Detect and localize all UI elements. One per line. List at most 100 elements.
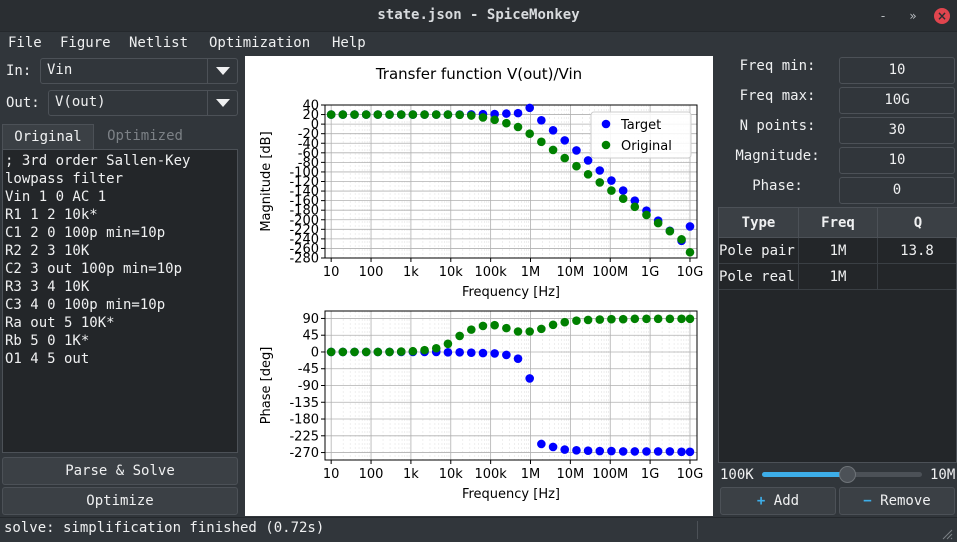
data-point-original bbox=[326, 347, 336, 357]
data-point-original bbox=[607, 186, 616, 195]
data-point-original bbox=[583, 170, 593, 179]
netlist-line[interactable]: C2 3 out 100p min=10p bbox=[5, 261, 183, 277]
output-select[interactable]: V(out) bbox=[48, 90, 238, 116]
data-point-original bbox=[385, 347, 394, 357]
netlist-editor[interactable]: ; 3rd order Sallen-Key lowpass filter Vin … bbox=[2, 149, 238, 453]
slider-max-label: 10M bbox=[930, 467, 956, 483]
plot-canvas[interactable]: Transfer function V(out)/Vin 40 20 0 -20 -40-… bbox=[245, 56, 713, 516]
data-point-target bbox=[618, 186, 628, 195]
x-tick-label: 100 bbox=[359, 467, 384, 482]
y-tick-label: -200 bbox=[289, 213, 319, 228]
add-button[interactable]: + Add bbox=[720, 487, 836, 515]
parse-solve-button[interactable]: Parse & Solve bbox=[2, 457, 238, 485]
tab-optimized[interactable]: Optimized bbox=[107, 128, 183, 144]
pole-zero-table[interactable]: Type Freq Q Pole pair 1M 13.8 Pole real … bbox=[718, 207, 957, 463]
x-tick-label: 1G bbox=[641, 467, 659, 482]
minimize-button[interactable]: - bbox=[880, 9, 886, 23]
minus-icon: − bbox=[863, 493, 872, 509]
data-point-original bbox=[361, 110, 371, 119]
remove-button[interactable]: − Remove bbox=[839, 487, 955, 515]
cell-type[interactable]: Pole real bbox=[719, 264, 799, 290]
magnitude-field[interactable]: 10 bbox=[839, 147, 955, 174]
frequency-slider[interactable] bbox=[762, 466, 922, 483]
maximize-button[interactable]: » bbox=[909, 9, 917, 23]
menu-bar: File Figure Netlist Optimization Help bbox=[0, 32, 957, 56]
data-point-original bbox=[396, 347, 406, 356]
chart-title: Transfer function V(out)/Vin bbox=[375, 65, 582, 83]
npoints-field[interactable]: 30 bbox=[839, 117, 955, 144]
y-tick-label: -45 bbox=[298, 362, 319, 377]
optimize-button[interactable]: Optimize bbox=[2, 487, 238, 515]
data-point-original bbox=[560, 317, 570, 327]
data-point-original bbox=[466, 325, 476, 334]
netlist-line[interactable]: R3 3 4 10K bbox=[5, 279, 90, 295]
freq-min-field[interactable]: 10 bbox=[839, 57, 955, 84]
tab-original[interactable]: Original bbox=[2, 124, 94, 150]
status-bar: solve: simplification finished (0.72s) bbox=[0, 517, 957, 542]
netlist-line[interactable]: lowpass filter bbox=[5, 171, 124, 187]
netlist-line[interactable]: Ra out 5 10K* bbox=[5, 315, 115, 331]
netlist-line[interactable]: C3 4 0 100p min=10p bbox=[5, 297, 166, 313]
data-point-original bbox=[572, 161, 581, 171]
netlist-line[interactable]: C1 2 0 100p min=10p bbox=[5, 225, 166, 241]
y-tick-label: -90 bbox=[298, 379, 319, 394]
data-point-original bbox=[443, 110, 453, 119]
x-tick-label: 1G bbox=[641, 265, 659, 280]
data-point-original bbox=[361, 347, 371, 357]
freq-min-label: Freq min: bbox=[739, 58, 816, 74]
chevron-down-icon[interactable] bbox=[207, 91, 237, 115]
x-tick-label: 10k bbox=[439, 467, 464, 482]
netlist-line[interactable]: O1 4 5 out bbox=[5, 351, 90, 367]
data-point-original bbox=[502, 118, 511, 128]
data-point-original bbox=[373, 110, 383, 119]
status-text: solve: simplification finished (0.72s) bbox=[4, 520, 325, 536]
data-point-original bbox=[455, 331, 464, 341]
cell-freq[interactable]: 1M bbox=[799, 238, 878, 264]
chevron-down-icon[interactable] bbox=[207, 59, 237, 83]
data-point-original bbox=[630, 314, 640, 324]
data-point-original bbox=[653, 218, 663, 228]
netlist-line[interactable]: R1 1 2 10k* bbox=[5, 207, 98, 223]
data-point-original bbox=[513, 122, 523, 132]
menu-file[interactable]: File bbox=[8, 35, 42, 51]
menu-figure[interactable]: Figure bbox=[60, 35, 111, 51]
netlist-line[interactable]: ; 3rd order Sallen-Key bbox=[5, 153, 191, 169]
cell-q[interactable]: 13.8 bbox=[878, 238, 956, 264]
x-tick-label: 100M bbox=[592, 265, 628, 280]
data-point-original bbox=[685, 314, 695, 324]
netlist-line[interactable]: Rb 5 0 1K* bbox=[5, 333, 90, 349]
close-button[interactable]: × bbox=[934, 8, 950, 24]
menu-optimization[interactable]: Optimization bbox=[209, 35, 311, 51]
cell-freq[interactable]: 1M bbox=[799, 264, 878, 290]
magnitude-label: Magnitude: bbox=[735, 148, 820, 164]
cell-type[interactable]: Pole pair bbox=[719, 238, 799, 264]
data-point-target bbox=[665, 447, 675, 456]
data-point-original bbox=[642, 314, 651, 324]
resize-grip-icon[interactable] bbox=[941, 528, 953, 540]
header-q[interactable]: Q bbox=[878, 208, 957, 238]
y-tick-label: -280 bbox=[289, 252, 319, 267]
data-point-target bbox=[583, 446, 593, 455]
menu-netlist[interactable]: Netlist bbox=[129, 35, 189, 51]
slider-handle[interactable] bbox=[838, 466, 856, 483]
y-tick-label: -20 bbox=[298, 127, 319, 142]
status-separator bbox=[697, 521, 698, 539]
menu-help[interactable]: Help bbox=[332, 35, 366, 51]
netlist-line[interactable]: R2 2 3 10K bbox=[5, 243, 90, 259]
header-type[interactable]: Type bbox=[719, 208, 799, 238]
freq-max-field[interactable]: 10G bbox=[839, 87, 955, 114]
y-tick-label: 45 bbox=[302, 329, 319, 344]
data-point-target bbox=[572, 146, 581, 155]
header-freq[interactable]: Freq bbox=[799, 208, 878, 238]
y-tick-label: 40 bbox=[302, 99, 319, 114]
data-point-original bbox=[502, 323, 511, 333]
netlist-line[interactable]: Vin 1 0 AC 1 bbox=[5, 189, 107, 205]
x-tick-label: 10k bbox=[439, 265, 464, 280]
data-point-target bbox=[548, 442, 558, 452]
phase-field[interactable]: 0 bbox=[839, 177, 955, 204]
input-select[interactable]: Vin bbox=[40, 58, 238, 84]
cell-q[interactable] bbox=[878, 264, 956, 290]
y-tick-label: -120 bbox=[289, 175, 319, 190]
data-point-target bbox=[502, 109, 511, 118]
add-label: Add bbox=[773, 493, 800, 509]
